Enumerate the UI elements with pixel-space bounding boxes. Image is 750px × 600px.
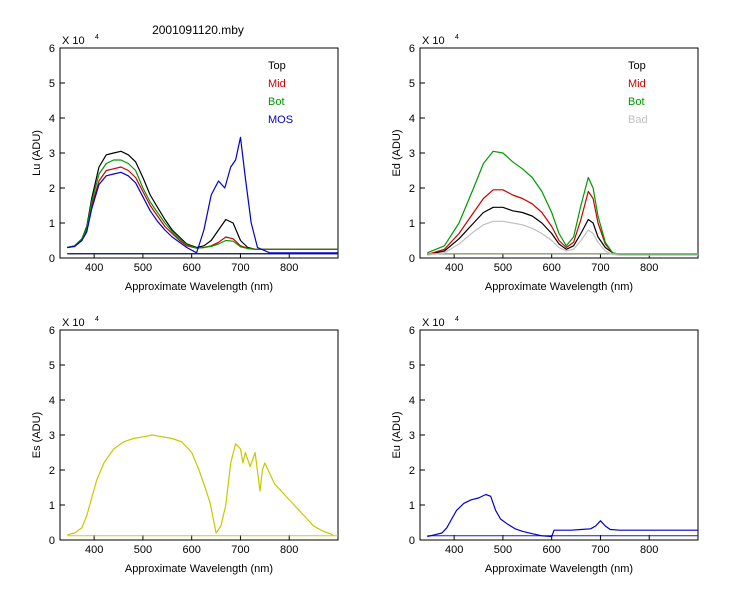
y-tick-label: 3: [49, 430, 55, 442]
x-tick-label: 600: [183, 544, 201, 556]
chart-panel-top-left: 400 500 600 700 800 0 1 2 3 4 5 6 X 10 4 Approximate W…: [31, 34, 339, 293]
series-line-bot: [67, 159, 338, 250]
y-tick-label: 5: [49, 78, 55, 90]
x-tick-label: 500: [134, 262, 152, 274]
x-tick-label: 600: [543, 262, 561, 274]
y-tick-label: 3: [409, 430, 415, 442]
x-tick-label: 800: [640, 262, 658, 274]
legend-entry: Top: [268, 60, 286, 72]
y-tick-label: 1: [409, 500, 415, 512]
series-line-bot: [427, 150, 698, 256]
series-line-mid: [67, 166, 338, 250]
series-line-spectrum: [427, 493, 698, 538]
series-line-top: [427, 206, 698, 256]
plot-frame: [59, 47, 339, 259]
plot-frame: [59, 329, 339, 541]
legend-entry: Bot: [268, 96, 285, 108]
x-axis-label: Approximate Wavelength (nm): [485, 281, 633, 293]
axis-multiplier-exponent: 4: [455, 316, 459, 323]
y-axis-label: Lu (ADU): [31, 130, 43, 176]
y-tick-label: 1: [49, 218, 55, 230]
chart-panel-top-right: 400 500 600 700 800 0 1 2 3 4 5 6 X 10 4 Approximate W…: [391, 34, 699, 293]
y-tick-label: 0: [409, 535, 415, 547]
x-tick-label: 700: [591, 262, 609, 274]
axis-multiplier: X 10: [62, 35, 85, 47]
legend-entry: Mid: [628, 78, 646, 90]
y-tick-label: 1: [49, 500, 55, 512]
y-tick-label: 5: [49, 360, 55, 372]
y-tick-label: 6: [49, 43, 55, 55]
x-tick-label: 700: [231, 544, 249, 556]
x-tick-label: 400: [445, 544, 463, 556]
y-axis-label: Eu (ADU): [391, 411, 403, 458]
x-tick-label: 500: [494, 262, 512, 274]
x-tick-label: 500: [134, 544, 152, 556]
y-tick-label: 2: [49, 183, 55, 195]
series-line-mos: [67, 136, 338, 254]
y-tick-label: 5: [409, 360, 415, 372]
axis-multiplier: X 10: [422, 35, 445, 47]
y-tick-label: 4: [49, 113, 55, 125]
axis-multiplier: X 10: [62, 317, 85, 329]
y-tick-label: 2: [49, 465, 55, 477]
figure-title: 2001091120.mby: [152, 23, 244, 37]
y-tick-label: 6: [49, 325, 55, 337]
x-tick-label: 400: [445, 262, 463, 274]
legend-entry: MOS: [268, 114, 293, 126]
legend-entry: Mid: [268, 78, 286, 90]
x-tick-label: 800: [280, 544, 298, 556]
chart-panel-bottom-right: 400 500 600 700 800 0 1 2 3 4 5 6 X 10 4 Approximate W…: [391, 316, 699, 575]
x-axis-label: Approximate Wavelength (nm): [125, 281, 273, 293]
y-tick-label: 6: [409, 325, 415, 337]
axis-multiplier-exponent: 4: [95, 316, 99, 323]
x-tick-label: 700: [591, 544, 609, 556]
legend-entry: Bad: [628, 114, 648, 126]
series-line-top: [67, 150, 338, 250]
legend-entry: Bot: [628, 96, 645, 108]
y-tick-label: 3: [49, 148, 55, 160]
y-tick-label: 5: [409, 78, 415, 90]
series-line-bad: [427, 220, 698, 256]
y-tick-label: 0: [49, 253, 55, 265]
y-tick-label: 2: [409, 183, 415, 195]
series-line-spectrum: [67, 434, 334, 536]
axis-multiplier-exponent: 4: [455, 34, 459, 41]
x-tick-label: 800: [640, 544, 658, 556]
y-axis-label: Ed (ADU): [391, 129, 403, 176]
x-axis-label: Approximate Wavelength (nm): [125, 563, 273, 575]
y-axis-label: Es (ADU): [31, 412, 43, 458]
x-tick-label: 500: [494, 544, 512, 556]
plot-frame: [419, 47, 699, 259]
y-tick-label: 4: [409, 395, 415, 407]
y-tick-label: 3: [409, 148, 415, 160]
y-tick-label: 0: [49, 535, 55, 547]
x-tick-label: 800: [280, 262, 298, 274]
x-axis-label: Approximate Wavelength (nm): [485, 563, 633, 575]
plot-frame: [419, 329, 699, 541]
y-tick-label: 0: [409, 253, 415, 265]
x-tick-label: 400: [85, 544, 103, 556]
y-tick-label: 2: [409, 465, 415, 477]
series-line-mid: [427, 189, 698, 256]
x-tick-label: 600: [183, 262, 201, 274]
legend-entry: Top: [628, 60, 646, 72]
chart-panel-bottom-left: 400 500 600 700 800 0 1 2 3 4 5 6 X 10 4 Approximate W…: [31, 316, 339, 575]
y-tick-label: 1: [409, 218, 415, 230]
x-tick-label: 700: [231, 262, 249, 274]
x-tick-label: 400: [85, 262, 103, 274]
y-tick-label: 4: [49, 395, 55, 407]
y-tick-label: 4: [409, 113, 415, 125]
x-tick-label: 600: [543, 544, 561, 556]
axis-multiplier: X 10: [422, 317, 445, 329]
y-tick-label: 6: [409, 43, 415, 55]
axis-multiplier-exponent: 4: [95, 34, 99, 41]
